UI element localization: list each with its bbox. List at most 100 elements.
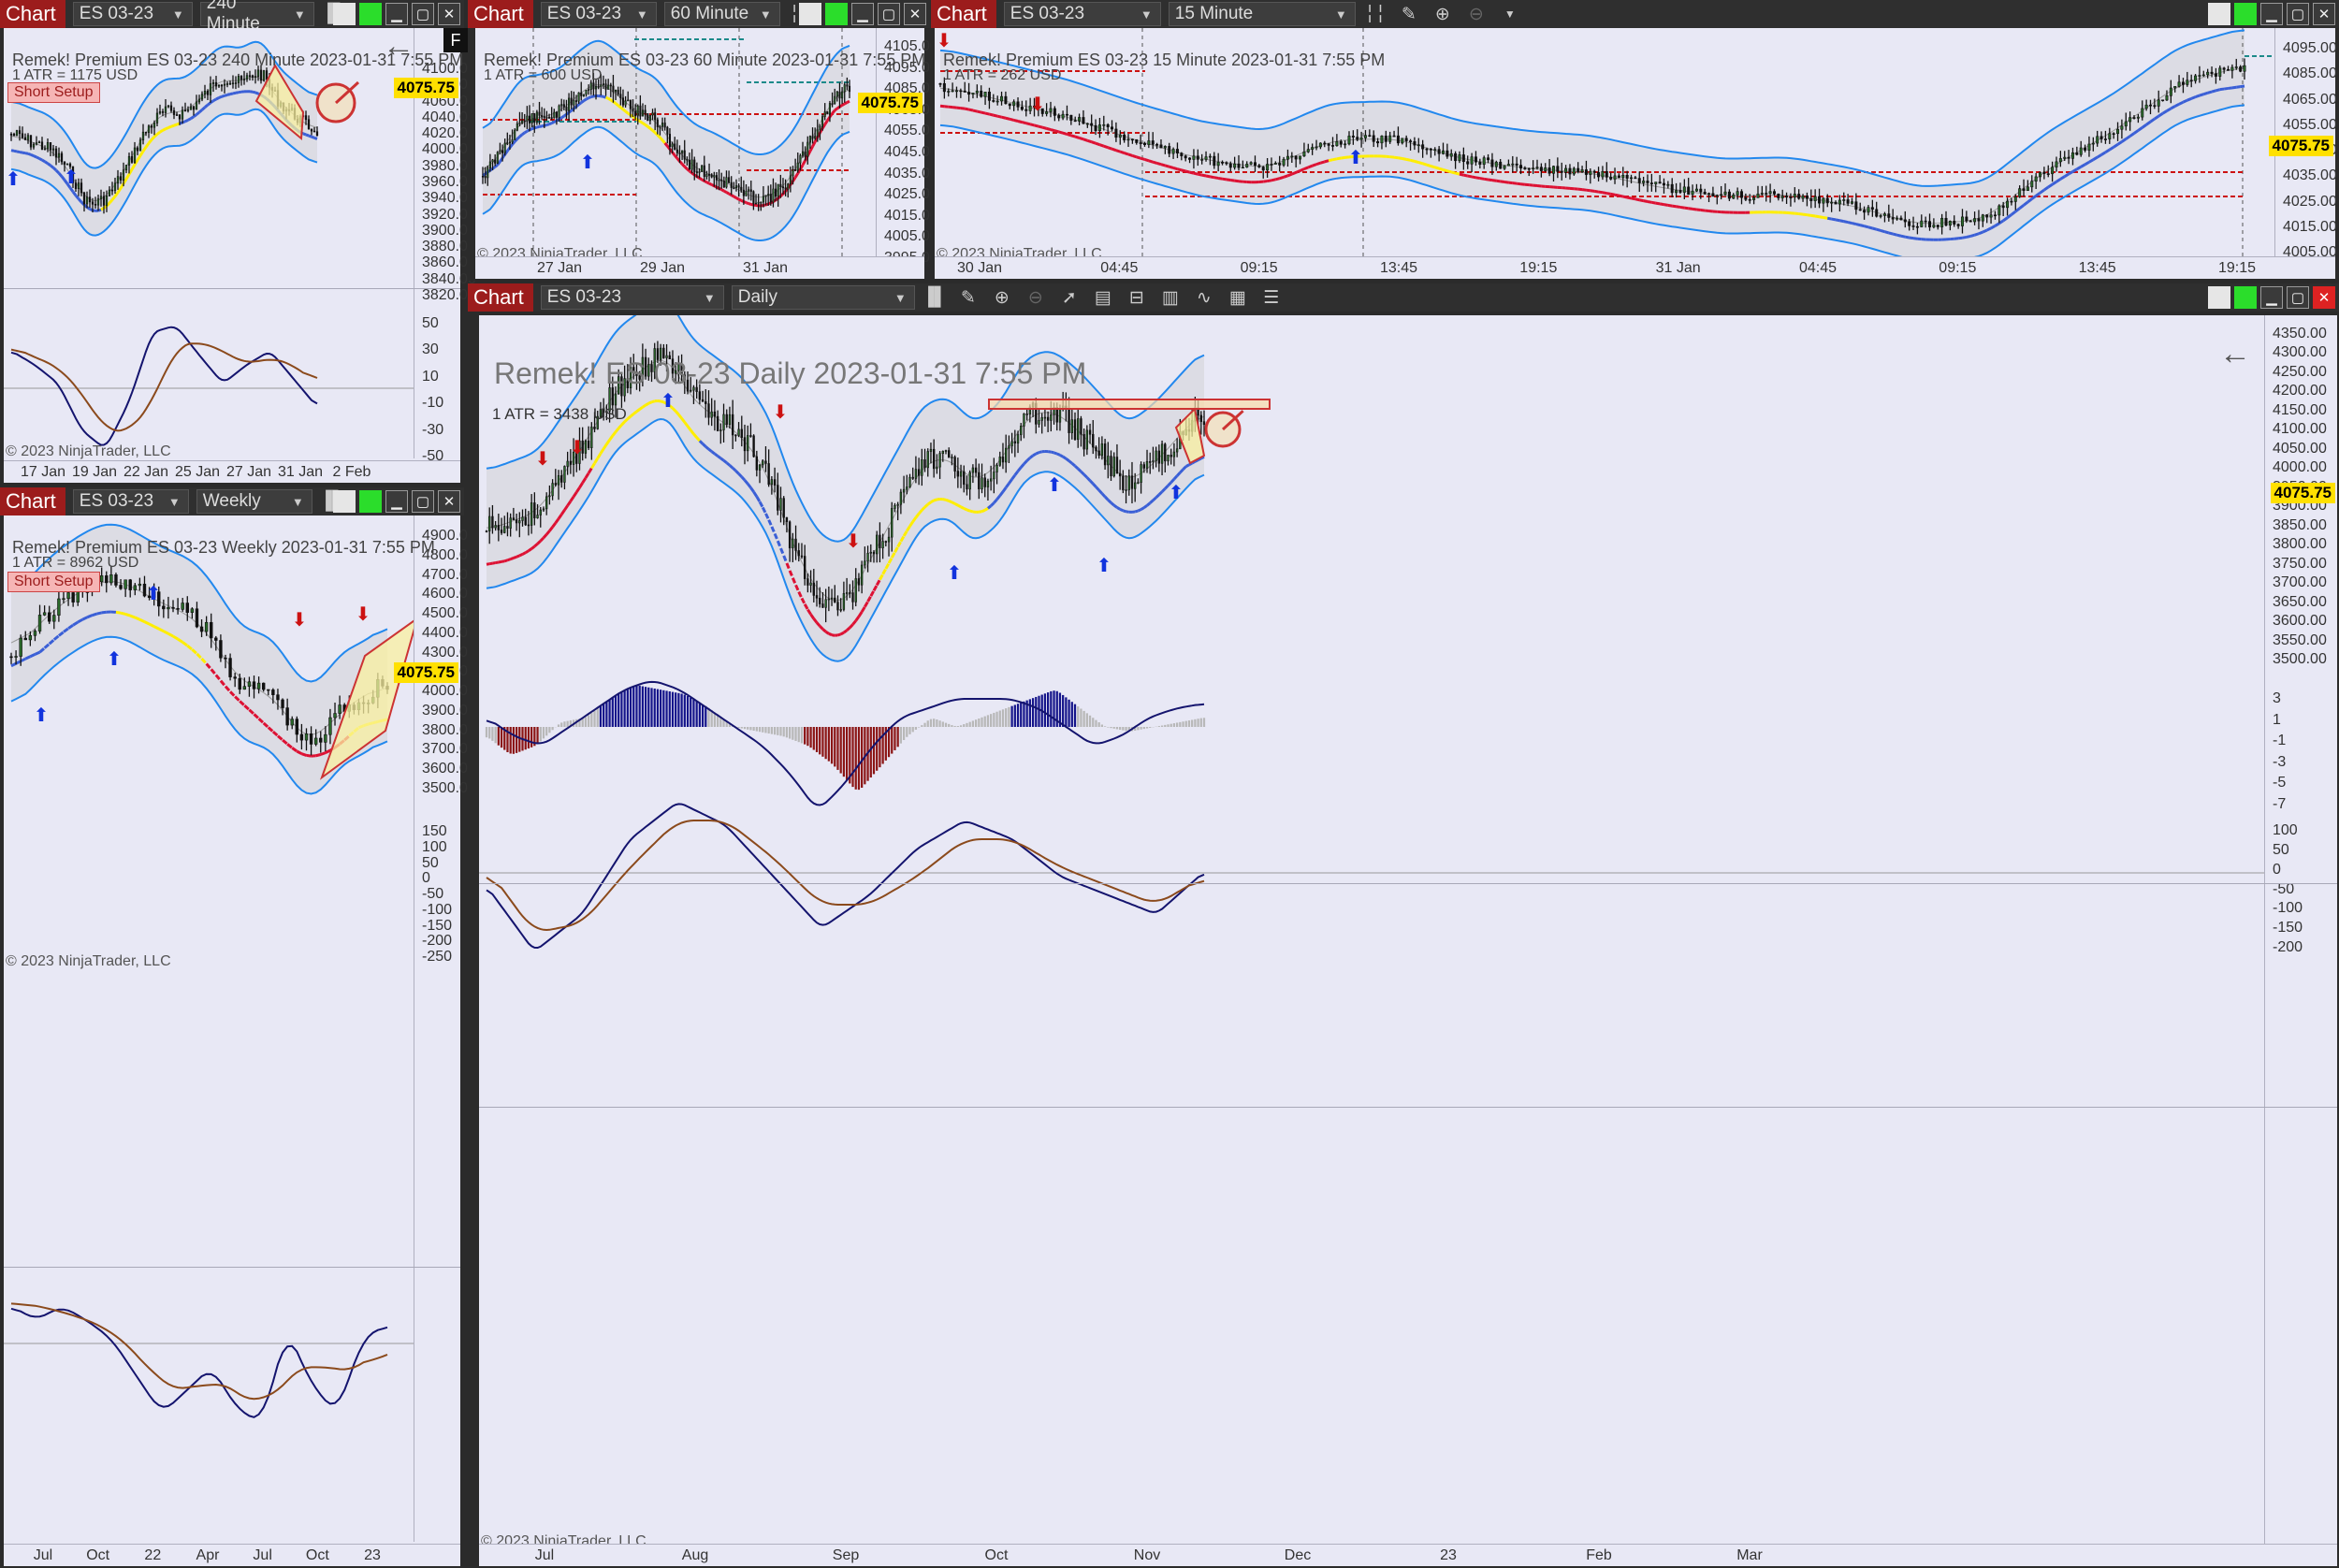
candle-body [12, 134, 16, 137]
bar-style-icon[interactable]: ╎╎ [1364, 4, 1387, 24]
chart-panel[interactable]: ⬆ ⬆ ⬆ ⬇ ⬇ 4900.00 4800.00 4700.00 4600.00 4500.0… [4, 515, 476, 1566]
maximize-button[interactable]: ▢ [412, 3, 434, 25]
instrument-selector[interactable]: ES 03-23 ▼ [72, 2, 193, 26]
candle-body [256, 69, 260, 77]
link-button[interactable] [333, 3, 356, 25]
back-arrow-icon[interactable]: ← [2219, 336, 2251, 371]
time-axis[interactable]: 30 Jan 04:45 09:15 13:45 19:15 31 Jan 04:45 09:… [935, 256, 2335, 279]
candle-body [715, 175, 718, 181]
chart-panel[interactable]: ⬇ ⬇ ⬆ ⬇ ⬇ ⬆ ⬆ ⬆ ⬆ 4350.00 4300.00 4250.00 4200.00 41… [479, 315, 2337, 1566]
minimize-button[interactable]: ▁ [2260, 3, 2283, 25]
link-button[interactable] [2208, 3, 2230, 25]
price-plot[interactable]: ⬆ [475, 28, 876, 256]
oscillator-fast [10, 1307, 388, 1418]
trend-stop-line [577, 101, 583, 106]
price-scale[interactable]: 4350.00 4300.00 4250.00 4200.00 4150.00 4100.… [2264, 315, 2337, 1544]
minimize-button[interactable]: ▁ [2260, 286, 2283, 309]
list-icon[interactable]: ☰ [1263, 287, 1280, 308]
chart-panel[interactable]: ⬆ 4105.004095.004085.004065.004055.00404… [475, 28, 938, 279]
link-color-button[interactable] [825, 3, 848, 25]
trend-stop-line [1839, 219, 1845, 224]
candle-body [245, 75, 249, 80]
zoom-in-icon[interactable]: ⊕ [994, 287, 1010, 308]
trend-stop-line [1035, 451, 1040, 456]
maximize-button[interactable]: ▢ [2287, 286, 2309, 309]
chevron-down-icon: ▼ [171, 7, 184, 22]
pointer-icon[interactable]: ➚ [1061, 287, 1077, 308]
instrument-value: ES 03-23 [546, 287, 622, 307]
template-icon[interactable]: ⊟ [1128, 287, 1144, 308]
trend-stop-line [130, 164, 137, 170]
trend-stop-line [779, 547, 786, 557]
zoom-in-icon[interactable]: ⊕ [1434, 4, 1450, 24]
link-button[interactable] [2208, 286, 2230, 309]
chevron-down-icon[interactable]: ▼ [1504, 7, 1516, 21]
candle-body [803, 556, 806, 579]
minimize-button[interactable]: ▁ [385, 490, 408, 513]
f-button[interactable]: F [443, 28, 468, 52]
price-plot[interactable]: ⬆ ⬆ [4, 28, 414, 458]
close-button[interactable]: ✕ [438, 3, 460, 25]
link-button[interactable] [333, 490, 356, 513]
price-plot[interactable]: ⬇ ⬇ ⬆ [935, 28, 2274, 256]
trend-stop-line [1884, 230, 1890, 235]
instrument-selector[interactable]: ES 03-23 ▼ [540, 285, 724, 310]
instrument-selector[interactable]: ES 03-23 ▼ [1003, 2, 1161, 26]
instrument-selector[interactable]: ES 03-23 ▼ [540, 2, 657, 26]
link-color-button[interactable] [359, 490, 382, 513]
candle-body [1458, 154, 1461, 162]
candle-body [620, 376, 623, 397]
price-scale[interactable]: 4900.00 4800.00 4700.00 4600.00 4500.00 4400.… [414, 515, 476, 1542]
chart-panel[interactable]: ⬆⬆ 4100.004080.004060.004040.004020.0040… [4, 28, 476, 483]
zoom-out-icon[interactable]: ⊖ [1027, 287, 1043, 308]
chart-panel[interactable]: ⬇⬇⬆ 4095.004085.004065.004055.004045.004… [935, 28, 2337, 279]
close-button[interactable]: ✕ [904, 3, 926, 25]
zoom-out-icon[interactable]: ⊖ [1468, 4, 1484, 24]
price-scale[interactable]: 4100.004080.004060.004040.004020.004000.… [414, 28, 476, 464]
time-axis[interactable]: 27 Jan 29 Jan 31 Jan [475, 256, 924, 279]
timeframe-selector[interactable]: Weekly ▼ [196, 489, 312, 514]
maximize-button[interactable]: ▢ [878, 3, 900, 25]
trend-stop-line [63, 179, 69, 185]
price-plot[interactable]: ⬇ ⬇ ⬆ ⬇ ⬇ ⬆ ⬆ ⬆ ⬆ [479, 315, 2264, 1544]
candle-body [1356, 137, 1359, 140]
link-color-button[interactable] [2234, 3, 2257, 25]
properties-icon[interactable]: ▦ [1228, 287, 1246, 308]
minimize-button[interactable]: ▁ [851, 3, 874, 25]
maximize-button[interactable]: ▢ [412, 490, 434, 513]
time-axis[interactable]: Jul Aug Sep Oct Nov Dec 23 Feb Mar [479, 1544, 2337, 1566]
link-color-button[interactable] [359, 3, 382, 25]
indicator-icon[interactable]: ∿ [1196, 287, 1212, 308]
candle-body [1446, 150, 1449, 157]
trend-stop-line [1032, 452, 1038, 457]
bar-chart-icon[interactable]: ▐▌ [922, 287, 948, 307]
histogram-bar [936, 719, 938, 727]
maximize-button[interactable]: ▢ [2287, 3, 2309, 25]
price-plot[interactable]: ⬆ ⬆ ⬆ ⬇ ⬇ [4, 515, 414, 1542]
time-axis[interactable]: 17 Jan 19 Jan 22 Jan 25 Jan 27 Jan 31 Jan 2 Fe… [4, 460, 460, 483]
strategy-icon[interactable]: ▥ [1161, 287, 1179, 308]
back-arrow-icon[interactable]: ← [383, 28, 414, 64]
drawing-tool-icon[interactable]: ✎ [1401, 4, 1416, 24]
data-box-icon[interactable]: ▤ [1094, 287, 1111, 308]
link-button[interactable] [799, 3, 821, 25]
drawing-tool-icon[interactable]: ✎ [960, 287, 976, 308]
minimize-button[interactable]: ▁ [385, 3, 408, 25]
candle-body [1973, 218, 1977, 223]
timeframe-selector[interactable]: 60 Minute ▼ [663, 2, 780, 26]
candle-body [1097, 124, 1101, 132]
close-button[interactable]: ✕ [438, 490, 460, 513]
trend-stop-line [92, 612, 98, 617]
link-color-button[interactable] [2234, 286, 2257, 309]
instrument-selector[interactable]: ES 03-23 ▼ [72, 489, 189, 514]
timeframe-selector[interactable]: 240 Minute ▼ [199, 0, 314, 34]
timeframe-selector[interactable]: Daily ▼ [731, 285, 915, 310]
candle-body [1765, 193, 1768, 195]
time-axis[interactable]: Jul Oct 22 Apr Jul Oct 23 [4, 1544, 460, 1566]
close-button[interactable]: ✕ [2313, 286, 2335, 309]
candle-body [773, 479, 777, 486]
close-button[interactable]: ✕ [2313, 3, 2335, 25]
candle-body [528, 115, 531, 123]
timeframe-selector[interactable]: 15 Minute ▼ [1168, 2, 1356, 26]
candle-body [959, 471, 963, 477]
